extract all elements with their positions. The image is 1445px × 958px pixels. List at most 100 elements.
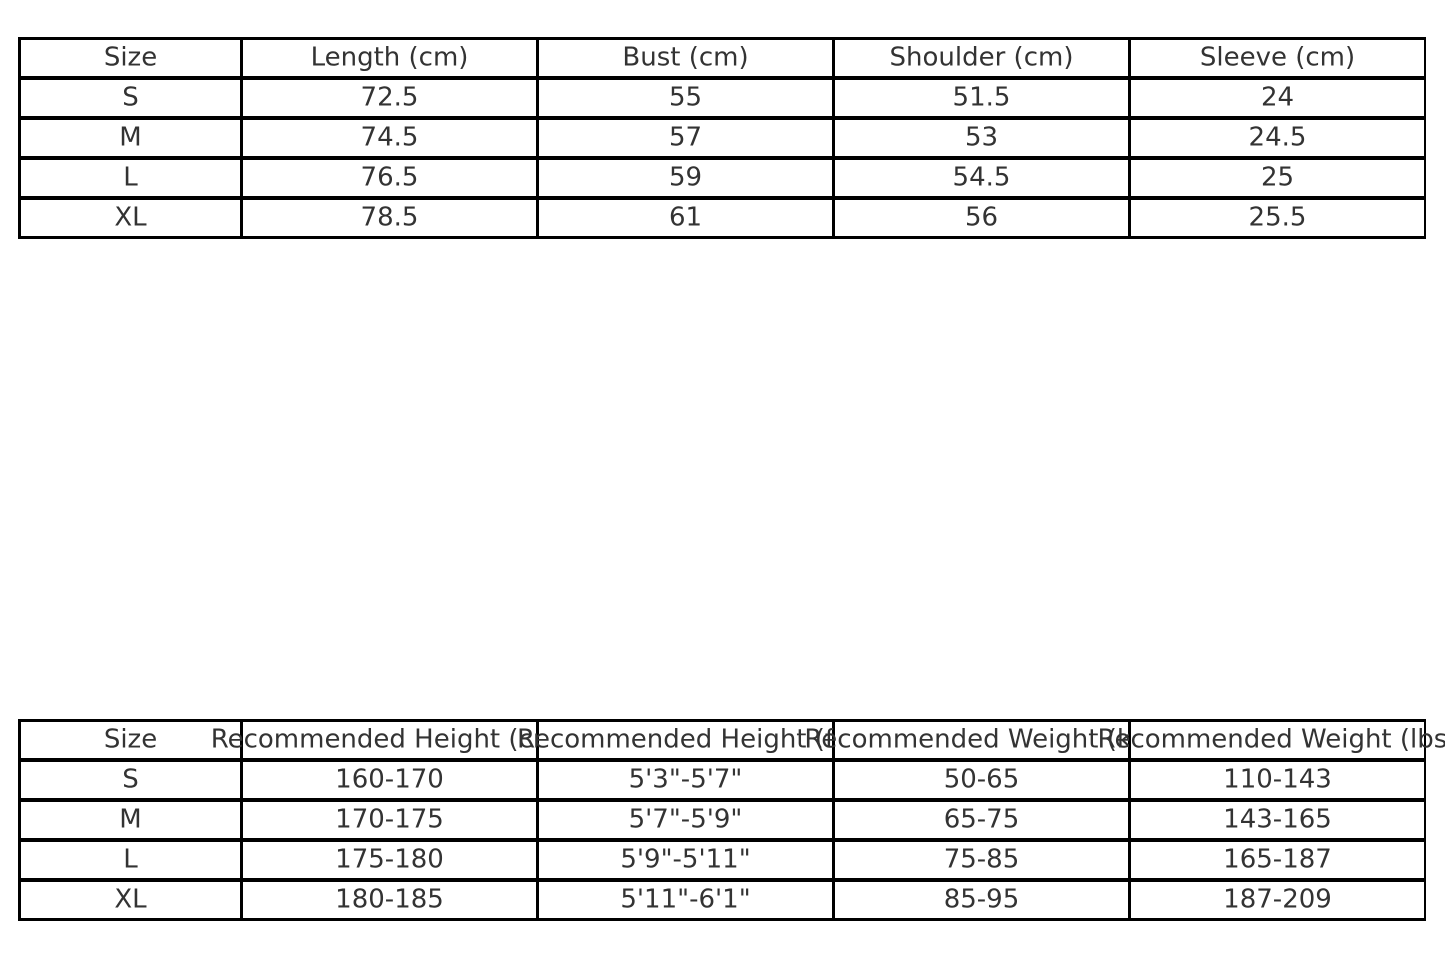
table-cell: 76.5 — [241, 158, 538, 198]
cell-text: 56 — [964, 202, 999, 233]
table-cell: 53 — [833, 118, 1130, 158]
cell-text: 50-65 — [943, 764, 1020, 795]
cell-text: Bust (cm) — [622, 42, 749, 73]
cell-text: 165-187 — [1223, 844, 1332, 875]
header-cell: Size — [19, 720, 242, 760]
cell-text: 24 — [1260, 82, 1295, 113]
cell-text: Sleeve (cm) — [1199, 42, 1356, 73]
table-cell: S — [19, 760, 242, 800]
cell-text: 5'7"-5'9" — [628, 804, 743, 835]
table-cell: 110-143 — [1129, 760, 1426, 800]
table-row: XL 180-185 5'11"-6'1" 85-95 187-209 — [19, 880, 1426, 920]
cell-text: M — [119, 122, 142, 153]
table-cell: M — [19, 118, 242, 158]
header-cell: Length (cm) — [241, 38, 538, 78]
table-cell: S — [19, 78, 242, 118]
cell-text: 160-170 — [335, 764, 444, 795]
cell-text: 24.5 — [1248, 122, 1307, 153]
cell-text: Length (cm) — [310, 42, 469, 73]
cell-text: Size — [103, 724, 158, 755]
cell-text: 72.5 — [360, 82, 419, 113]
table-cell: 55 — [537, 78, 834, 118]
cell-text: 5'3"-5'7" — [628, 764, 743, 795]
cell-text: XL — [114, 202, 147, 233]
table-cell: XL — [19, 198, 242, 238]
cell-text: 175-180 — [335, 844, 444, 875]
table-cell: 72.5 — [241, 78, 538, 118]
table-cell: 85-95 — [833, 880, 1130, 920]
table-cell: 24 — [1129, 78, 1426, 118]
table-cell: 160-170 — [241, 760, 538, 800]
cell-text: 110-143 — [1223, 764, 1332, 795]
table-cell: XL — [19, 880, 242, 920]
cell-text: Shoulder (cm) — [889, 42, 1074, 73]
cell-text: 5'9"-5'11" — [620, 844, 751, 875]
table-row: L 76.5 59 54.5 25 — [19, 158, 1426, 198]
cell-text: 143-165 — [1223, 804, 1332, 835]
table-row: XL 78.5 61 56 25.5 — [19, 198, 1426, 238]
cell-text: 5'11"-6'1" — [620, 884, 751, 915]
cell-text: 25.5 — [1248, 202, 1307, 233]
cell-text: 187-209 — [1223, 884, 1332, 915]
table-cell: 59 — [537, 158, 834, 198]
cell-text: Recommended Weight (kg) — [804, 724, 1159, 755]
header-cell: Recommended Height (cm) — [211, 720, 568, 760]
table-cell: L — [19, 840, 242, 880]
cell-text: 78.5 — [360, 202, 419, 233]
cell-text: M — [119, 804, 142, 835]
cell-text: S — [122, 764, 139, 795]
table-cell: 170-175 — [241, 800, 538, 840]
cell-text: 57 — [668, 122, 703, 153]
table-cell: 56 — [833, 198, 1130, 238]
header-row: Size Recommended Height (cm) Recommended H… — [19, 720, 1445, 760]
cell-text: 25 — [1260, 162, 1295, 193]
table-cell: 25.5 — [1129, 198, 1426, 238]
cell-text: Recommended Height (ft) — [517, 724, 854, 755]
table-cell: 5'9"-5'11" — [537, 840, 834, 880]
header-cell: Recommended Height (ft) — [517, 720, 854, 760]
recommendation-table: Size Recommended Height (cm) Recommended H… — [18, 719, 1445, 921]
table-cell: M — [19, 800, 242, 840]
table-cell: 78.5 — [241, 198, 538, 238]
table-cell: 5'3"-5'7" — [537, 760, 834, 800]
table-cell: 61 — [537, 198, 834, 238]
table-cell: 51.5 — [833, 78, 1130, 118]
cell-text: 51.5 — [952, 82, 1011, 113]
cell-text: 76.5 — [360, 162, 419, 193]
table-cell: 74.5 — [241, 118, 538, 158]
table-cell: 5'11"-6'1" — [537, 880, 834, 920]
cell-text: 54.5 — [952, 162, 1011, 193]
table-cell: 50-65 — [833, 760, 1130, 800]
table-cell: 25 — [1129, 158, 1426, 198]
header-cell: Recommended Weight (lbs) — [1098, 720, 1445, 760]
table-row: M 170-175 5'7"-5'9" 65-75 143-165 — [19, 800, 1426, 840]
table-row: S 72.5 55 51.5 24 — [19, 78, 1426, 118]
cell-text: S — [122, 82, 139, 113]
header-cell: Bust (cm) — [537, 38, 834, 78]
table-cell: 65-75 — [833, 800, 1130, 840]
table-cell: 165-187 — [1129, 840, 1426, 880]
cell-text: 59 — [668, 162, 703, 193]
table-cell: L — [19, 158, 242, 198]
cell-text: L — [123, 162, 138, 193]
cell-text: 180-185 — [335, 884, 444, 915]
table-cell: 187-209 — [1129, 880, 1426, 920]
header-cell: Sleeve (cm) — [1129, 38, 1426, 78]
cell-text: XL — [114, 884, 147, 915]
cell-text: Recommended Height (cm) — [210, 724, 569, 755]
cell-text: Size — [103, 42, 158, 73]
table-cell: 24.5 — [1129, 118, 1426, 158]
table-cell: 75-85 — [833, 840, 1130, 880]
cell-text: 53 — [964, 122, 999, 153]
table-cell: 180-185 — [241, 880, 538, 920]
cell-text: 65-75 — [943, 804, 1020, 835]
cell-text: 170-175 — [335, 804, 444, 835]
cell-text: 55 — [668, 82, 703, 113]
table-cell: 54.5 — [833, 158, 1130, 198]
header-cell: Recommended Weight (kg) — [804, 720, 1159, 760]
cell-text: L — [123, 844, 138, 875]
measurement-table: Size Length (cm) Bust (cm) Shoulder (cm) Sle… — [18, 37, 1426, 239]
header-cell: Shoulder (cm) — [833, 38, 1130, 78]
table-row: S 160-170 5'3"-5'7" 50-65 110-143 — [19, 760, 1426, 800]
cell-text: 85-95 — [943, 884, 1020, 915]
